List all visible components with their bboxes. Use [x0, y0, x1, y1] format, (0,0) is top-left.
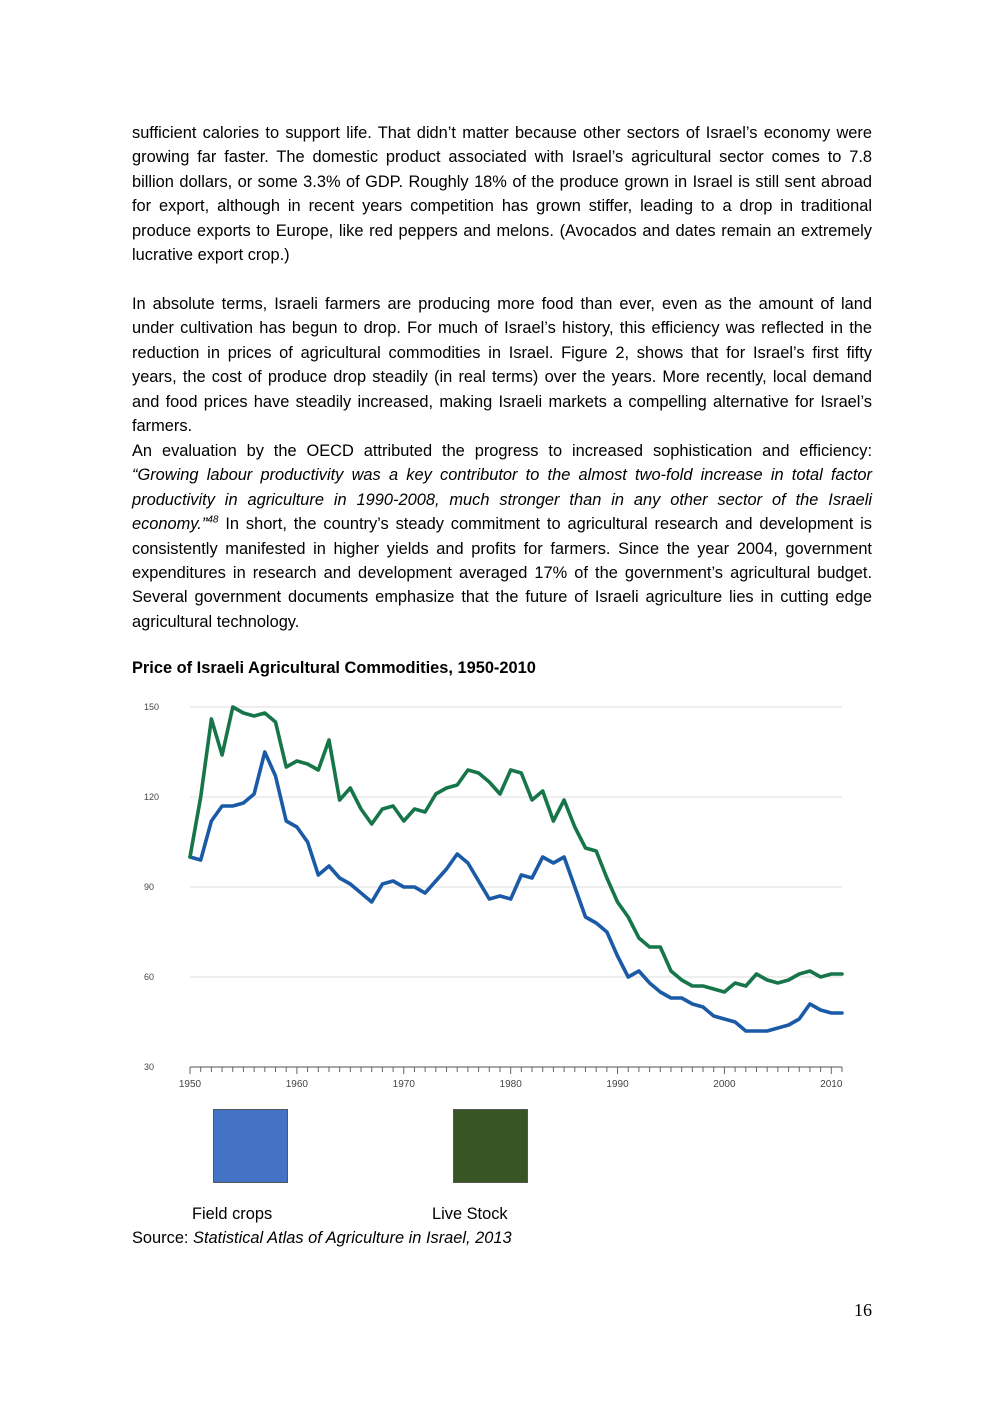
y-tick-label-120: 120	[144, 792, 159, 802]
paragraph-1-text: sufficient calories to support life. Tha…	[132, 124, 872, 265]
paragraph-2: In absolute terms, Israeli farmers are p…	[132, 292, 872, 438]
axis-layer: 30 60 90 120 150 1950 1960 1970 1980 1990 2000 2010	[144, 702, 843, 1090]
y-tick-label-30: 30	[144, 1062, 154, 1072]
oecd-quote: “Growing labour productivity was a key c…	[132, 466, 872, 534]
live-series-line	[188, 705, 844, 994]
x-tick-label-1970: 1970	[393, 1079, 416, 1090]
paragraph-2-text: In absolute terms, Israeli farmers are p…	[132, 295, 872, 436]
source-prefix: Source:	[132, 1229, 194, 1247]
x-tick-label-1960: 1960	[286, 1079, 309, 1090]
x-tick-label-1950: 1950	[179, 1079, 202, 1090]
live-stock-label: Live Stock	[432, 1205, 508, 1223]
field-crops-label: Field crops	[192, 1205, 273, 1223]
grid-layer	[190, 706, 842, 978]
y-tick-label-90: 90	[144, 882, 154, 892]
price-line-chart: 30 60 90 120 150 1950 1960 1970 1980 1990 2000 2010	[144, 702, 844, 1090]
live-stock-swatch	[453, 1109, 528, 1183]
page-number: 16	[854, 1300, 872, 1320]
x-tick-label-2000: 2000	[713, 1079, 736, 1090]
footnote-ref: 48	[207, 514, 219, 526]
figure-title: Price of Israeli Agricultural Commoditie…	[132, 659, 536, 677]
paragraph-3-rest: In short, the country’s steady commitmen…	[132, 515, 872, 631]
source-title: Statistical Atlas of Agriculture in Isra…	[193, 1229, 512, 1247]
paragraph-3-text: An evaluation by the OECD attributed the…	[132, 439, 872, 634]
x-tick-label-1990: 1990	[606, 1079, 629, 1090]
x-tick-label-1980: 1980	[500, 1079, 523, 1090]
paragraph-1: sufficient calories to support life. Tha…	[132, 121, 872, 267]
series-layer	[188, 705, 844, 1033]
y-tick-label-150: 150	[144, 702, 159, 712]
source-citation: Source: Statistical Atlas of Agriculture…	[132, 1229, 512, 1248]
x-tick-label-2010: 2010	[820, 1079, 843, 1090]
y-tick-label-60: 60	[144, 972, 154, 982]
paragraph-3-intro: An evaluation by the OECD attributed the…	[132, 442, 872, 460]
field-crops-swatch	[213, 1109, 288, 1183]
field-series-line	[188, 750, 844, 1033]
paragraph-3: An evaluation by the OECD attributed the…	[132, 439, 872, 634]
